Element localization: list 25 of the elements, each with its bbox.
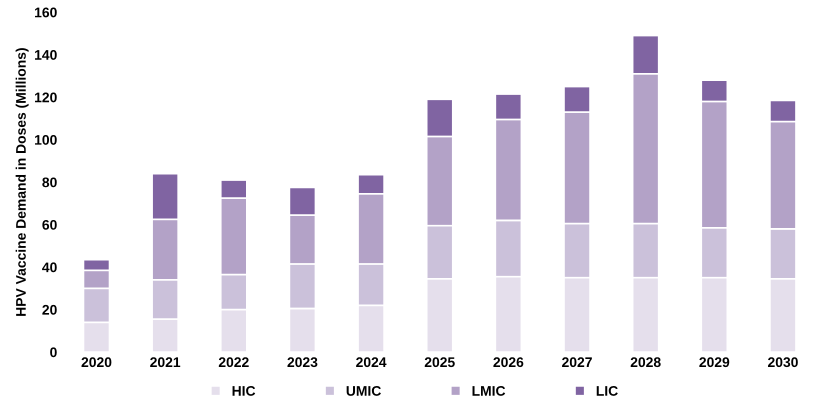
x-tick-label: 2023 [287,357,318,368]
legend-label: HIC [232,386,256,396]
y-tick-label: 100 [35,134,57,145]
x-tick-label: 2026 [493,357,524,368]
y-tick-label: 40 [42,262,57,272]
y-tick-label: 140 [35,50,57,60]
x-tick-label: 2027 [562,357,592,368]
legend-label: UMIC [346,386,381,396]
x-tick-label: 2024 [356,357,386,368]
y-tick-label: 0 [50,347,57,358]
x-tick-label: 2028 [630,357,661,368]
legend-label: LMIC [472,386,506,396]
x-tick-label: 2030 [768,357,798,368]
legend-label: LIC [596,386,618,396]
x-tick-label: 2020 [82,357,112,368]
x-tick-label: 2021 [150,357,180,368]
y-tick-label: 160 [35,8,57,18]
x-tick-label: 2029 [699,357,730,368]
y-tick-label: 60 [42,220,57,230]
y-tick-label: 20 [42,304,57,315]
y-tick-label: 80 [42,177,57,188]
x-tick-label: 2025 [424,357,455,368]
y-tick-label: 120 [35,92,57,102]
y-axis-title: HPV Vaccine Demand in Doses (Millions) [16,48,29,316]
x-tick-label: 2022 [218,357,249,368]
